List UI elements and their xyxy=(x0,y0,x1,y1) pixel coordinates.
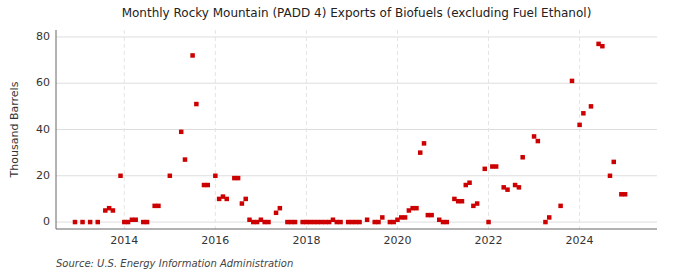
x-grid-line xyxy=(488,30,489,229)
point xyxy=(179,130,184,135)
y-tick-label: 60 xyxy=(36,76,50,89)
point xyxy=(600,44,605,49)
y-axis-line xyxy=(56,30,57,229)
x-grid-line xyxy=(124,30,125,229)
point xyxy=(483,167,488,172)
point xyxy=(445,220,450,225)
point xyxy=(608,174,613,179)
y-tick-label: 0 xyxy=(43,215,50,228)
point xyxy=(274,211,279,216)
point xyxy=(240,201,245,206)
point xyxy=(278,206,283,211)
point xyxy=(118,174,123,179)
point xyxy=(266,220,271,225)
point xyxy=(611,160,616,165)
point xyxy=(581,111,586,116)
point xyxy=(403,215,408,220)
point xyxy=(429,213,434,218)
point xyxy=(190,53,195,58)
x-grid-line xyxy=(397,30,398,229)
point xyxy=(376,220,381,225)
point xyxy=(183,157,188,162)
points xyxy=(73,42,628,225)
x-grid-line xyxy=(579,30,580,229)
point xyxy=(558,204,563,209)
point xyxy=(243,197,248,202)
point xyxy=(80,220,85,225)
point xyxy=(156,204,161,209)
point xyxy=(589,104,594,109)
point xyxy=(145,220,150,225)
point xyxy=(111,208,116,213)
y-grid-line xyxy=(56,36,657,37)
point xyxy=(577,123,582,128)
point xyxy=(570,79,575,84)
y-grid-line xyxy=(56,83,657,84)
point xyxy=(96,220,101,225)
x-axis-line xyxy=(56,229,657,230)
point xyxy=(475,201,480,206)
point xyxy=(467,180,472,185)
y-tick-label: 40 xyxy=(36,123,50,136)
point xyxy=(517,185,522,190)
x-tick-label: 2014 xyxy=(110,234,138,247)
point xyxy=(505,187,510,192)
point xyxy=(194,102,199,107)
point xyxy=(494,164,499,169)
y-axis-label: Thousand Barrels xyxy=(8,81,21,178)
x-tick-label: 2024 xyxy=(566,234,594,247)
chart: 0 20 40 60 80 2014 2016 2018 2020 2022 2024 Monthly… xyxy=(0,0,675,275)
x-tick-label: 2022 xyxy=(475,234,503,247)
point xyxy=(380,215,385,220)
point xyxy=(422,141,427,146)
y-grid-line xyxy=(56,175,657,176)
point xyxy=(486,220,491,225)
point xyxy=(224,197,229,202)
x-tick-label: 2020 xyxy=(383,234,411,247)
y-grid-line xyxy=(56,129,657,130)
point xyxy=(213,174,218,179)
point xyxy=(418,150,423,155)
point xyxy=(365,217,370,222)
point xyxy=(338,220,343,225)
point xyxy=(168,174,173,179)
y-tick-label: 80 xyxy=(36,30,50,43)
title: Monthly Rocky Mountain (PADD 4) Exports … xyxy=(122,6,592,20)
y-tick-label: 20 xyxy=(36,169,50,182)
point xyxy=(623,192,628,197)
x-grid-line xyxy=(215,30,216,229)
point xyxy=(460,199,465,204)
point xyxy=(88,220,93,225)
x-grid-line xyxy=(306,30,307,229)
point xyxy=(357,220,362,225)
point xyxy=(73,220,78,225)
point xyxy=(414,206,419,211)
point xyxy=(293,220,298,225)
grid xyxy=(56,30,657,229)
point xyxy=(236,176,241,181)
source-note: Source: U.S. Energy Information Administ… xyxy=(56,258,293,269)
point xyxy=(547,215,552,220)
point xyxy=(536,139,541,144)
point xyxy=(520,155,525,160)
point xyxy=(206,183,211,188)
x-tick-label: 2016 xyxy=(201,234,229,247)
point xyxy=(133,217,138,222)
point xyxy=(532,134,537,139)
point xyxy=(543,220,548,225)
x-tick-label: 2018 xyxy=(292,234,320,247)
